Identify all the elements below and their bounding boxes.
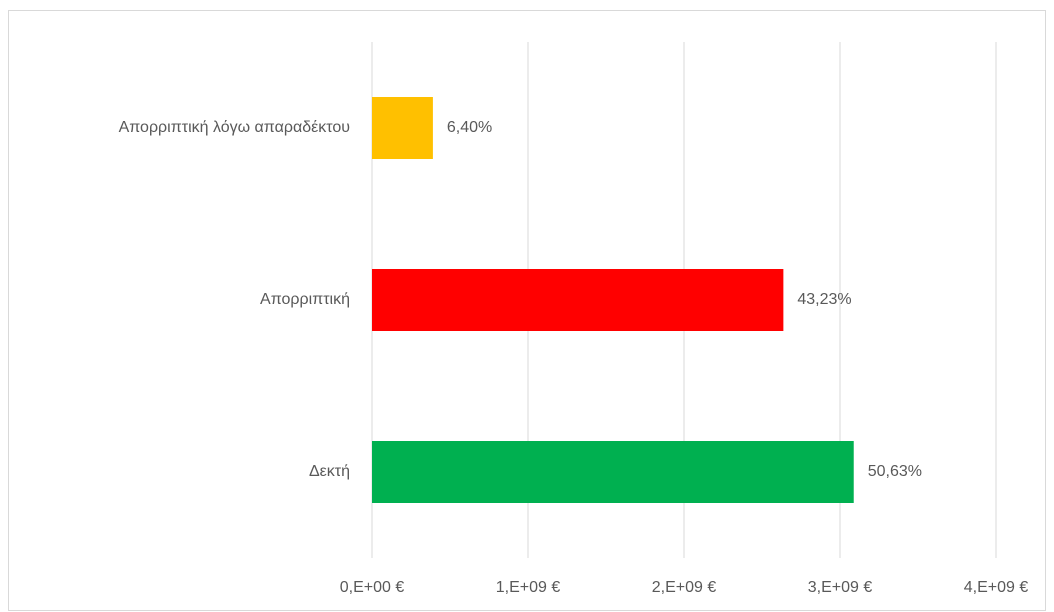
bar xyxy=(372,97,433,159)
x-tick-label: 4,E+09 € xyxy=(964,579,1029,596)
y-tick-label: Απορριπτική λόγω απαραδέκτου xyxy=(119,119,350,136)
x-tick-label: 1,E+09 € xyxy=(496,579,561,596)
bar xyxy=(372,269,784,331)
data-label: 43,23% xyxy=(797,291,851,308)
y-tick-label: Δεκτή xyxy=(309,463,350,480)
data-label: 50,63% xyxy=(868,463,922,480)
x-tick-label: 2,E+09 € xyxy=(652,579,717,596)
x-tick-label: 0,E+00 € xyxy=(340,579,405,596)
data-label: 6,40% xyxy=(447,119,492,136)
bar xyxy=(372,441,854,503)
y-tick-label: Απορριπτική xyxy=(260,291,350,308)
x-tick-label: 3,E+09 € xyxy=(808,579,873,596)
